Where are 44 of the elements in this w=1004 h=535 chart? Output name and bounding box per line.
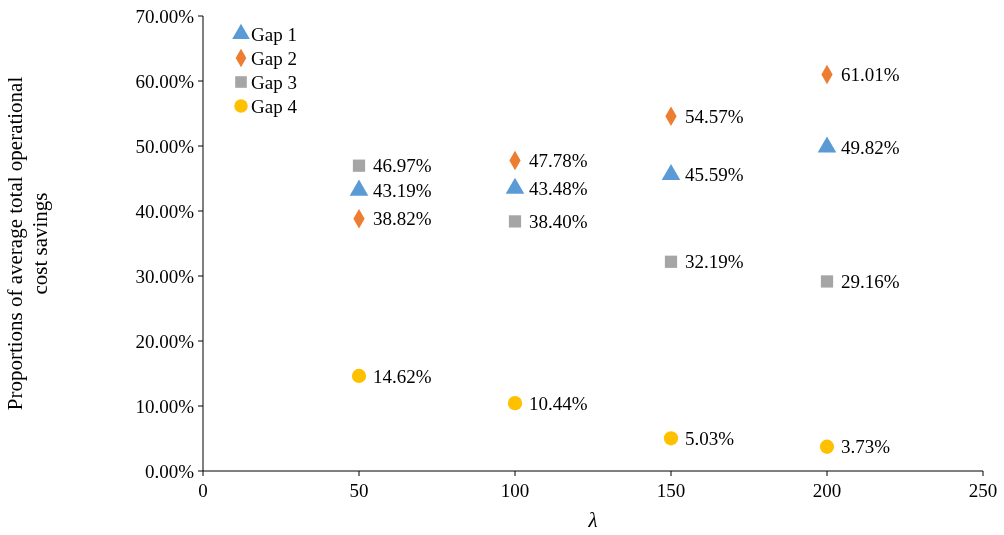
point <box>351 368 367 384</box>
data-label: 10.44% <box>529 392 588 414</box>
data-label: 38.82% <box>373 208 432 230</box>
y-tick-label: 10.00% <box>135 395 195 417</box>
y-tick-label: 20.00% <box>135 330 195 352</box>
legend-label: Gap 4 <box>251 95 298 117</box>
data-label: 5.03% <box>685 427 735 449</box>
x-tick-label: 0 <box>198 480 208 501</box>
x-tick-label: 100 <box>500 480 530 501</box>
y-axis-title: Proportions of average total operational cost savings <box>3 76 52 411</box>
legend-label: Gap 3 <box>251 71 297 93</box>
point <box>508 215 522 228</box>
x-tick-label: 200 <box>812 480 842 501</box>
x-axis-title: λ <box>587 508 598 532</box>
data-label: 54.57% <box>685 105 744 127</box>
y-tick-label: 70.00% <box>135 5 195 27</box>
point <box>663 431 679 446</box>
point <box>820 275 834 288</box>
point <box>352 159 366 172</box>
data-label: 14.62% <box>373 365 432 387</box>
legend-label: Gap 1 <box>251 23 297 45</box>
data-label: 45.59% <box>685 164 744 186</box>
data-label: 47.78% <box>529 150 588 172</box>
y-tick-label: 30.00% <box>135 265 195 287</box>
point <box>664 255 678 268</box>
data-label: 49.82% <box>841 136 900 158</box>
legend-label: Gap 2 <box>251 47 297 69</box>
data-label: 32.19% <box>685 251 744 273</box>
x-tick-label: 250 <box>968 480 998 501</box>
data-label: 46.97% <box>373 155 432 177</box>
y-tick-label: 60.00% <box>135 70 195 92</box>
data-label: 43.19% <box>373 179 432 201</box>
point <box>819 439 835 454</box>
y-tick-label: 50.00% <box>135 135 195 157</box>
data-label: 29.16% <box>841 271 900 293</box>
y-tick-label: 0.00% <box>144 460 195 482</box>
data-label: 3.73% <box>841 436 891 458</box>
data-label: 43.48% <box>529 178 588 200</box>
point <box>507 396 523 411</box>
data-label: 38.40% <box>529 211 588 233</box>
y-tick-label: 40.00% <box>135 200 195 222</box>
data-label: 61.01% <box>841 64 900 86</box>
x-tick-label: 50 <box>349 480 369 501</box>
x-tick-label: 150 <box>656 480 686 501</box>
